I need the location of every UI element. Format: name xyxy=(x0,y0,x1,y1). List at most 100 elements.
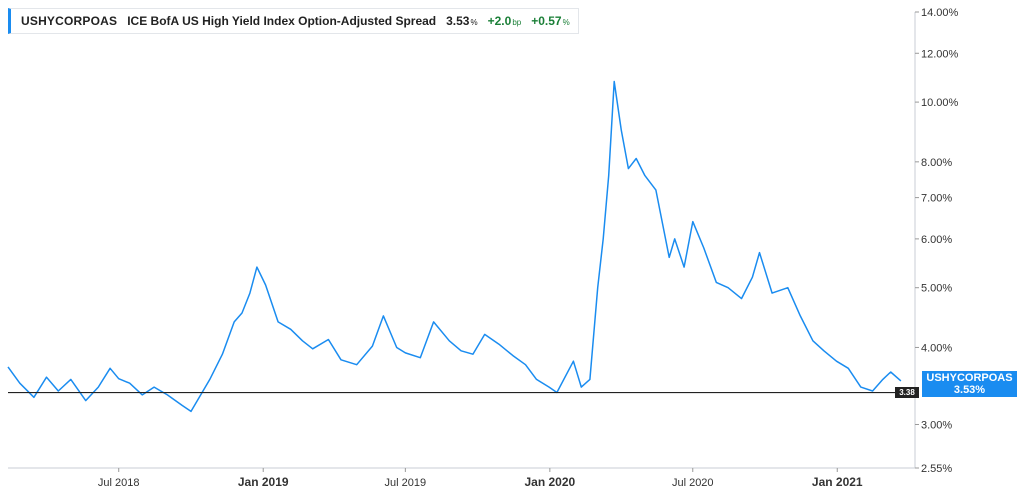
x-tick-label: Jan 2021 xyxy=(812,475,863,489)
data-point[interactable] xyxy=(523,362,529,368)
data-point[interactable] xyxy=(402,350,408,356)
data-point[interactable] xyxy=(757,250,763,256)
data-point[interactable] xyxy=(625,166,631,172)
data-point[interactable] xyxy=(470,351,476,357)
data-point[interactable] xyxy=(797,313,803,319)
data-point[interactable] xyxy=(810,338,816,344)
data-point[interactable] xyxy=(888,369,894,375)
data-point[interactable] xyxy=(431,319,437,325)
data-point[interactable] xyxy=(263,282,269,288)
data-point[interactable] xyxy=(247,290,253,296)
y-tick-label: 8.00% xyxy=(921,157,952,169)
data-point[interactable] xyxy=(179,403,185,409)
data-point[interactable] xyxy=(116,376,122,382)
x-tick-label: Jul 2019 xyxy=(385,477,427,489)
data-point[interactable] xyxy=(43,374,49,380)
data-point[interactable] xyxy=(254,264,260,270)
data-point[interactable] xyxy=(417,355,423,361)
data-point[interactable] xyxy=(482,331,488,337)
data-point[interactable] xyxy=(880,376,886,382)
data-point[interactable] xyxy=(380,313,386,319)
data-point[interactable] xyxy=(207,376,213,382)
data-point[interactable] xyxy=(821,348,827,354)
data-point[interactable] xyxy=(394,344,400,350)
data-point[interactable] xyxy=(188,408,194,414)
last-value-symbol: USHYCORPOAS xyxy=(926,372,1013,384)
data-point[interactable] xyxy=(458,348,464,354)
last-value-number: 3.53% xyxy=(953,384,986,396)
y-tick-label: 7.00% xyxy=(921,193,952,205)
data-point[interactable] xyxy=(618,127,624,133)
data-point[interactable] xyxy=(858,384,864,390)
data-point[interactable] xyxy=(83,398,89,404)
chart-legend: USHYCORPOAS ICE BofA US High Yield Index… xyxy=(8,8,579,34)
series-line-ushycorpoas[interactable] xyxy=(7,80,902,413)
data-point[interactable] xyxy=(219,351,225,357)
data-point[interactable] xyxy=(595,285,601,291)
legend-series-name: ICE BofA US High Yield Index Option-Adju… xyxy=(127,14,437,28)
y-tick-label: 14.00% xyxy=(921,7,959,19)
data-point[interactable] xyxy=(701,245,707,251)
data-point[interactable] xyxy=(369,343,375,349)
x-axis: Jul 2018 Jan 2019 Jul 2019 Jan 2020 Jul 2020… xyxy=(98,468,863,489)
data-point[interactable] xyxy=(31,394,37,400)
legend-symbol[interactable]: USHYCORPOAS xyxy=(21,14,118,28)
legend-change-pct-unit: % xyxy=(562,18,570,27)
data-point[interactable] xyxy=(239,310,245,316)
data-point[interactable] xyxy=(310,346,316,352)
data-point[interactable] xyxy=(496,341,502,347)
data-point[interactable] xyxy=(642,173,648,179)
data-point[interactable] xyxy=(354,362,360,368)
data-point[interactable] xyxy=(653,187,659,193)
data-point[interactable] xyxy=(672,236,678,242)
data-point[interactable] xyxy=(17,380,23,386)
data-point[interactable] xyxy=(510,353,516,359)
reference-value-badge: 3.38 xyxy=(895,387,919,398)
data-point[interactable] xyxy=(68,376,74,382)
data-point[interactable] xyxy=(633,156,639,162)
data-point[interactable] xyxy=(151,384,157,390)
data-point[interactable] xyxy=(749,274,755,280)
data-point[interactable] xyxy=(299,338,305,344)
data-point[interactable] xyxy=(833,358,839,364)
data-point[interactable] xyxy=(690,219,696,225)
data-point[interactable] xyxy=(446,338,452,344)
data-point[interactable] xyxy=(785,285,791,291)
data-point[interactable] xyxy=(275,319,281,325)
data-point[interactable] xyxy=(713,279,719,285)
legend-value-unit: % xyxy=(470,18,478,27)
legend-value: 3.53% xyxy=(446,14,478,28)
legend-change-bp-unit: bp xyxy=(512,18,522,27)
data-point[interactable] xyxy=(898,378,904,384)
data-point[interactable] xyxy=(738,296,744,302)
data-point[interactable] xyxy=(546,384,552,390)
data-point[interactable] xyxy=(587,376,593,382)
legend-change-pct: +0.57% xyxy=(531,14,570,28)
y-tick-label: 12.00% xyxy=(921,48,959,60)
plot-frame xyxy=(8,12,916,469)
data-point[interactable] xyxy=(611,78,617,84)
data-point[interactable] xyxy=(5,364,11,370)
data-point[interactable] xyxy=(725,285,731,291)
data-point[interactable] xyxy=(127,380,133,386)
data-point[interactable] xyxy=(533,376,539,382)
data-point[interactable] xyxy=(578,384,584,390)
y-tick-label: 5.00% xyxy=(921,283,952,295)
data-point[interactable] xyxy=(95,384,101,390)
x-tick-label: Jan 2020 xyxy=(524,475,575,489)
data-point[interactable] xyxy=(666,254,672,260)
data-point[interactable] xyxy=(288,326,294,332)
data-point[interactable] xyxy=(606,173,612,179)
data-point[interactable] xyxy=(107,365,113,371)
data-point[interactable] xyxy=(845,365,851,371)
y-tick-label: 6.00% xyxy=(921,234,952,246)
data-point[interactable] xyxy=(769,290,775,296)
data-point[interactable] xyxy=(338,357,344,363)
data-point[interactable] xyxy=(600,236,606,242)
data-point[interactable] xyxy=(325,337,331,343)
data-point[interactable] xyxy=(570,358,576,364)
data-point[interactable] xyxy=(231,319,237,325)
x-tick-label: Jul 2020 xyxy=(672,477,714,489)
data-point[interactable] xyxy=(681,264,687,270)
